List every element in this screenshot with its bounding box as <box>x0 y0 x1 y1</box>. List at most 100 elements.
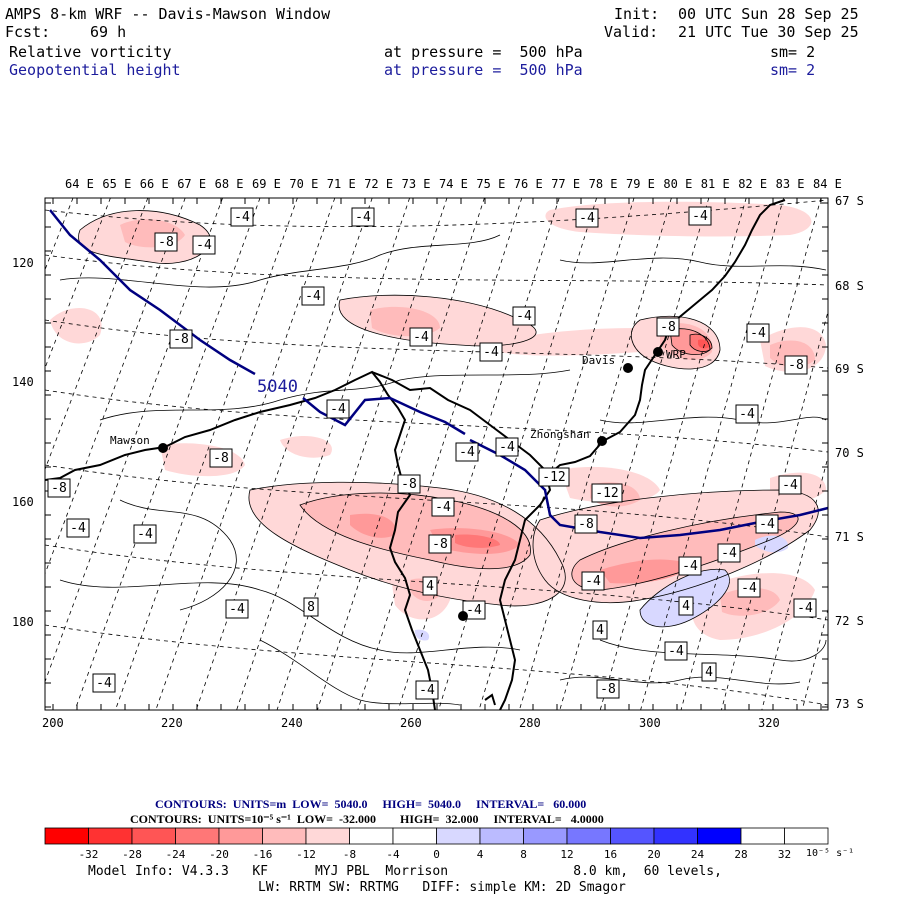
colorbar-tick: 0 <box>433 848 440 861</box>
lat-label: 73 S <box>835 697 864 711</box>
svg-text:-12: -12 <box>595 486 618 501</box>
lat-label: 69 S <box>835 362 864 376</box>
lat-label: 67 S <box>835 194 864 208</box>
vorticity-label: -4 <box>431 497 455 517</box>
lon-label: 81 E <box>701 177 730 191</box>
height-contour-info: CONTOURS: UNITS=m LOW= 5040.0 HIGH= 5040… <box>155 797 587 811</box>
x-label: 220 <box>161 716 183 730</box>
colorbar-swatch <box>479 827 524 845</box>
svg-text:-8: -8 <box>158 235 174 250</box>
forecast-hour: 69 h <box>90 23 127 41</box>
svg-text:Zhongshan: Zhongshan <box>530 428 590 441</box>
svg-text:4: 4 <box>426 579 434 594</box>
svg-text:-8: -8 <box>51 481 67 496</box>
svg-text:-4: -4 <box>234 210 250 225</box>
svg-text:4: 4 <box>596 623 604 638</box>
svg-text:-4: -4 <box>419 683 435 698</box>
station-mawson: Mawson <box>110 434 168 453</box>
colorbar-tick: 20 <box>647 848 660 861</box>
colorbar-swatch <box>523 827 568 845</box>
lat-label: 72 S <box>835 614 864 628</box>
lon-label: 69 E <box>252 177 281 191</box>
shaded-field <box>50 201 827 706</box>
colorbar-swatch <box>784 827 829 845</box>
vorticity-label: -12 <box>538 467 570 487</box>
vorticity-label: -4 <box>326 399 350 419</box>
vorticity-label: -4 <box>479 342 503 362</box>
vorticity-label: -4 <box>225 599 249 619</box>
vorticity-label: -8 <box>169 329 193 349</box>
vorticity-label: -4 <box>778 475 802 495</box>
vorticity-labels: -4 -8 -4 -4 -4 -4 -4 -8 -4 -4 -8 -4 -4 -8 -4 -4 -4 -4 -8 -1… <box>47 206 817 700</box>
vorticity-label: -8 <box>596 679 620 699</box>
svg-text:-4: -4 <box>305 289 321 304</box>
svg-text:-4: -4 <box>499 440 515 455</box>
vorticity-label: -4 <box>495 437 519 457</box>
lon-label: 68 E <box>215 177 244 191</box>
station-wrp: WRP <box>653 347 686 361</box>
model-info-line2: LW: RRTM SW: RRTMG DIFF: simple KM: 2D S… <box>258 880 626 895</box>
vorticity-label: -4 <box>409 327 433 347</box>
x-label: 320 <box>758 716 780 730</box>
svg-text:-4: -4 <box>229 602 245 617</box>
colorbar-tick: -24 <box>166 848 186 861</box>
svg-text:-4: -4 <box>355 210 371 225</box>
svg-text:-4: -4 <box>96 676 112 691</box>
lon-label: 77 E <box>551 177 580 191</box>
svg-text:-4: -4 <box>741 581 757 596</box>
field1-level: at pressure = 500 hPa <box>384 43 583 61</box>
colorbar-swatch <box>305 827 350 845</box>
stations: Mawson Zhongshan Davis WRP <box>110 347 686 621</box>
vorticity-label: -4 <box>192 235 216 255</box>
y-label: 120 <box>12 256 34 270</box>
vorticity-label: 8 <box>303 597 319 617</box>
chart-title: AMPS 8-km WRF -- Davis-Mawson Window <box>5 5 331 23</box>
y-grid-labels: 120 140 160 180 <box>12 256 34 629</box>
svg-text:4: 4 <box>682 599 690 614</box>
colorbar-swatch <box>175 827 220 845</box>
svg-text:-8: -8 <box>578 517 594 532</box>
vorticity-label: -8 <box>154 232 178 252</box>
colorbar-swatch <box>653 827 698 845</box>
lat-label: 70 S <box>835 446 864 460</box>
vorticity-label: -8 <box>784 355 808 375</box>
svg-text:4: 4 <box>705 665 713 680</box>
svg-text:Davis: Davis <box>582 354 615 367</box>
latitude-labels: 67 S 68 S 69 S 70 S 71 S 72 S 73 S <box>835 194 864 711</box>
lon-label: 72 E <box>364 177 393 191</box>
svg-text:-4: -4 <box>739 407 755 422</box>
lon-label: 76 E <box>514 177 543 191</box>
lon-label: 70 E <box>289 177 318 191</box>
lon-label: 64 E <box>65 177 94 191</box>
svg-text:-8: -8 <box>173 332 189 347</box>
vorticity-label: 4 <box>592 620 608 640</box>
vorticity-label: -8 <box>397 474 421 494</box>
svg-text:-8: -8 <box>788 358 804 373</box>
vorticity-label: -4 <box>746 323 770 343</box>
vorticity-label: -4 <box>92 673 116 693</box>
colorbar-tick: 16 <box>604 848 617 861</box>
y-label: 160 <box>12 495 34 509</box>
svg-text:-8: -8 <box>600 682 616 697</box>
colorbar-tick: 12 <box>560 848 573 861</box>
colorbar-tick: 28 <box>734 848 747 861</box>
field1-smoothing: sm= 2 <box>770 43 816 61</box>
x-label: 260 <box>400 716 422 730</box>
svg-text:-4: -4 <box>759 517 775 532</box>
svg-text:-8: -8 <box>213 451 229 466</box>
svg-text:-4: -4 <box>516 309 532 324</box>
vorticity-label: -4 <box>415 680 439 700</box>
vorticity-label: -4 <box>512 306 536 326</box>
colorbar: -32 -28 -24 -20 -16 -12 -8 -4 0 4 8 12 16 20 24 28 32 10⁻… <box>44 827 854 861</box>
svg-text:-4: -4 <box>585 574 601 589</box>
y-label: 140 <box>12 375 34 389</box>
lon-label: 83 E <box>776 177 805 191</box>
vorticity-label: -4 <box>301 286 325 306</box>
lon-label: 80 E <box>663 177 692 191</box>
vorticity-label: 4 <box>422 576 438 596</box>
vorticity-label: -4 <box>717 543 741 563</box>
colorbar-tick: -16 <box>253 848 273 861</box>
colorbar-swatch <box>88 827 133 845</box>
colorbar-swatch <box>131 827 176 845</box>
